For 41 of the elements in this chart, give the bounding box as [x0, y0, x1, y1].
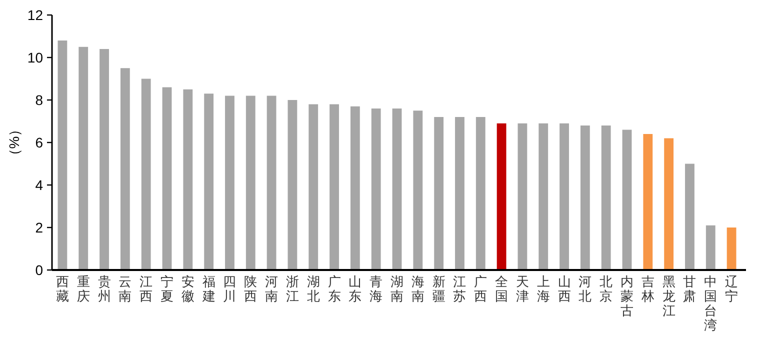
x-tick-label: 重庆 — [76, 274, 90, 304]
x-tick-label: 浙江 — [286, 274, 299, 304]
x-tick-label: 广东 — [328, 274, 341, 304]
x-tick-label: 贵州 — [98, 274, 111, 304]
x-tick-label: 山西 — [558, 274, 571, 304]
x-tick-label: 北京 — [600, 274, 613, 304]
x-tick-label: 黑龙江 — [662, 274, 676, 318]
x-tick-label: 宁夏 — [160, 274, 174, 304]
x-tick-label: 中国台湾 — [704, 274, 718, 333]
y-tick-label: 0 — [35, 262, 44, 278]
x-tick-label: 海南 — [411, 274, 424, 304]
x-tick-label: 福建 — [201, 274, 216, 304]
x-tick-label: 吉林 — [640, 274, 654, 304]
y-tick-label: 4 — [35, 177, 44, 193]
y-tick-label: 12 — [27, 7, 44, 23]
x-tick-label: 四川 — [223, 274, 236, 304]
x-tick-label: 上海 — [536, 274, 550, 304]
y-tick-label: 8 — [35, 92, 44, 108]
x-tick-label: 河南 — [265, 274, 278, 304]
y-tick-label: 6 — [35, 134, 44, 150]
x-tick-label: 河北 — [578, 274, 592, 304]
x-tick-label: 陕西 — [244, 274, 258, 304]
x-tick-label: 青海 — [370, 274, 383, 304]
x-tick-label: 广西 — [474, 274, 488, 304]
y-tick-label: 10 — [27, 50, 44, 66]
y-axis-title: （%） — [6, 122, 22, 163]
x-tick-label: 内蒙古 — [620, 274, 634, 318]
x-tick-label: 天津 — [516, 274, 529, 304]
x-tick-label: 新疆 — [432, 274, 446, 304]
x-tick-label: 云南 — [118, 274, 132, 304]
x-tick-label: 甘肃 — [683, 274, 696, 304]
x-tick-label: 全国 — [495, 274, 508, 304]
x-tick-label: 辽宁 — [725, 274, 738, 304]
x-tick-label: 西藏 — [56, 274, 69, 304]
x-tick-label: 江苏 — [453, 274, 466, 304]
x-tick-label: 江西 — [140, 274, 153, 304]
x-tick-label: 湖南 — [390, 274, 404, 304]
x-tick-label: 安徽 — [181, 274, 194, 304]
x-tick-label: 山东 — [348, 274, 362, 304]
y-tick-label: 2 — [35, 220, 44, 236]
x-tick-label: 湖北 — [306, 274, 320, 304]
